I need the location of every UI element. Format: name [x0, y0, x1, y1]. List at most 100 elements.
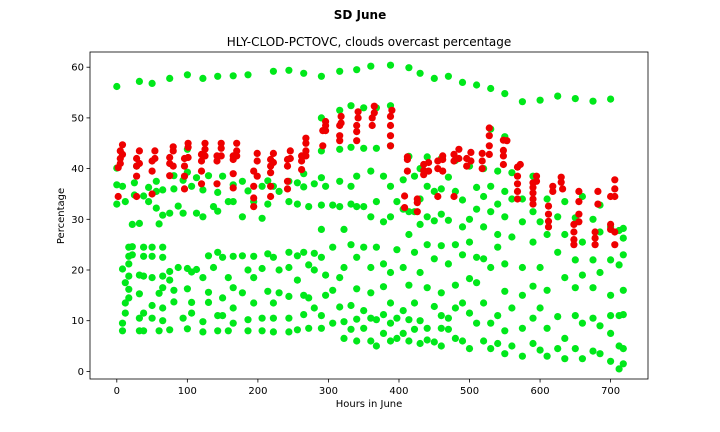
data-point-green: [340, 334, 348, 342]
data-point-green: [578, 238, 587, 246]
x-tick-label: 500: [460, 386, 479, 397]
data-point-red: [370, 102, 378, 110]
data-point-green: [360, 203, 368, 211]
data-point-green: [536, 304, 544, 312]
x-tick-label: 200: [248, 386, 267, 397]
data-point-red: [549, 187, 557, 195]
data-point-red: [549, 182, 557, 190]
data-point-red: [250, 194, 258, 202]
data-point-green: [293, 326, 301, 334]
data-point-green: [214, 207, 222, 215]
data-point-green: [293, 252, 301, 260]
data-point-green: [589, 215, 597, 223]
data-point-green: [174, 263, 182, 272]
data-point-green: [204, 298, 213, 306]
data-point-green: [275, 266, 283, 274]
data-point-red: [298, 157, 306, 165]
data-point-green: [340, 318, 348, 326]
data-point-red: [302, 134, 310, 142]
data-point-green: [329, 243, 337, 251]
data-point-green: [140, 272, 148, 280]
data-point-red: [267, 192, 275, 201]
data-point-green: [501, 187, 509, 195]
data-point-green: [300, 248, 308, 256]
data-point-red: [184, 143, 192, 151]
data-point-green: [607, 95, 615, 103]
data-point-green: [128, 243, 136, 251]
data-point-green: [238, 213, 246, 221]
data-point-green: [353, 315, 361, 323]
data-point-green: [159, 272, 167, 280]
data-point-green: [399, 307, 407, 315]
data-point-green: [393, 246, 401, 254]
data-point-red: [455, 145, 463, 153]
data-point-green: [360, 243, 368, 251]
data-point-green: [367, 167, 375, 175]
data-point-green: [336, 303, 344, 311]
data-point-red: [197, 167, 206, 175]
data-point-green: [379, 283, 388, 291]
data-point-red: [322, 127, 330, 135]
data-point-red: [353, 121, 361, 130]
data-point-green: [264, 177, 272, 185]
data-point-green: [159, 211, 167, 219]
data-point-green: [353, 203, 361, 211]
data-point-green: [244, 71, 252, 79]
data-point-red: [283, 162, 292, 170]
data-point-red: [544, 223, 553, 231]
data-point-green: [543, 286, 551, 294]
data-point-green: [336, 177, 344, 185]
data-point-red: [298, 166, 306, 174]
data-point-green: [170, 185, 178, 193]
data-point-green: [571, 95, 579, 103]
data-point-green: [473, 183, 481, 191]
data-point-red: [513, 180, 522, 188]
data-point-green: [494, 230, 502, 239]
data-point-green: [619, 345, 627, 353]
data-point-green: [209, 263, 218, 272]
data-point-green: [399, 263, 407, 272]
data-point-green: [258, 327, 266, 335]
data-point-green: [140, 243, 148, 251]
chart-suptitle: SD June: [334, 8, 386, 22]
data-point-green: [607, 357, 615, 365]
data-point-green: [458, 337, 467, 345]
data-point-green: [285, 198, 293, 206]
data-point-green: [465, 345, 474, 353]
data-point-green: [229, 252, 237, 260]
data-point-green: [130, 179, 138, 187]
data-point-red: [319, 142, 327, 150]
data-point-green: [336, 145, 344, 153]
data-point-red: [450, 192, 458, 201]
data-point-green: [554, 213, 562, 221]
data-point-green: [386, 213, 395, 221]
data-point-red: [591, 241, 599, 249]
data-point-green: [367, 337, 375, 345]
data-point-green: [399, 329, 407, 337]
data-point-green: [113, 82, 121, 91]
data-point-green: [423, 213, 431, 221]
data-point-green: [465, 215, 474, 223]
data-point-green: [244, 187, 252, 195]
data-point-green: [264, 287, 272, 295]
data-point-red: [354, 108, 362, 116]
data-point-green: [487, 345, 495, 353]
data-point-green: [405, 337, 413, 345]
data-point-green: [619, 251, 627, 259]
data-point-green: [340, 225, 348, 233]
data-point-green: [336, 106, 344, 114]
data-point-green: [386, 337, 395, 345]
data-point-red: [413, 208, 421, 216]
data-point-green: [145, 183, 153, 191]
data-point-green: [589, 314, 597, 322]
data-point-red: [169, 162, 177, 170]
data-point-green: [238, 252, 246, 260]
data-point-green: [423, 284, 431, 292]
data-point-red: [217, 139, 225, 147]
data-point-red: [213, 180, 221, 188]
data-point-red: [302, 152, 310, 160]
data-point-green: [269, 328, 277, 336]
data-point-green: [310, 266, 318, 274]
data-point-green: [589, 97, 597, 105]
data-point-green: [199, 186, 207, 194]
